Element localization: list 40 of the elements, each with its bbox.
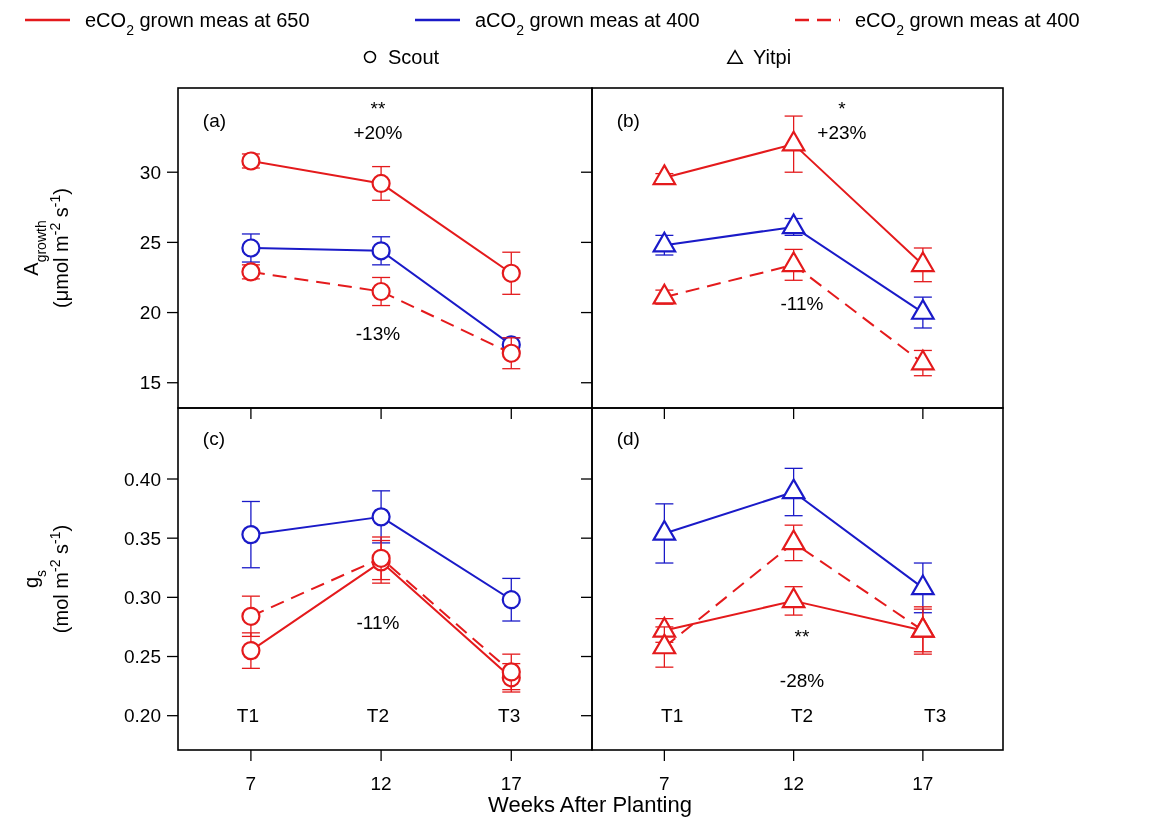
- legend-label: eCO$_{2}$ grown meas at 400: [855, 9, 1080, 38]
- annotation: -11%: [356, 611, 400, 633]
- x-tick-label: 12: [370, 773, 392, 794]
- annotation: T2: [366, 705, 390, 727]
- y-tick-label: 20: [139, 302, 161, 324]
- x-tick-label: 7: [245, 773, 257, 794]
- y-tick-label: 0.25: [124, 646, 161, 668]
- legend-title: Scout: [388, 46, 440, 68]
- x-tick-label: 17: [500, 773, 522, 794]
- annotation: **: [370, 97, 386, 119]
- annotation: (c): [202, 428, 225, 450]
- annotation: *: [838, 97, 847, 119]
- annotation: +23%: [817, 122, 867, 144]
- annotation: -28%: [779, 669, 825, 691]
- y-tick-label: 15: [139, 372, 161, 394]
- annotation: -13%: [355, 322, 401, 344]
- y-tick-label: 0.35: [124, 527, 161, 549]
- annotation: -11%: [780, 292, 824, 314]
- annotation: +20%: [353, 122, 403, 144]
- annotation: **: [794, 625, 811, 647]
- x-tick-label: 17: [912, 773, 934, 794]
- annotation: T3: [498, 705, 521, 727]
- y-tick-label: 30: [139, 161, 161, 183]
- annotation: T1: [236, 705, 260, 727]
- annotation: T3: [924, 705, 947, 727]
- x-tick-label: 12: [783, 773, 805, 794]
- y-tick-label: 0.20: [124, 705, 161, 727]
- legend-label: aCO$_{2}$ grown meas at 400: [475, 9, 700, 38]
- y-tick-label: 0.30: [124, 586, 161, 608]
- x-axis-title: Weeks After Planting: [488, 792, 692, 817]
- legend-label: eCO$_{2}$ grown meas at 650: [85, 9, 310, 38]
- annotation: (d): [616, 428, 640, 450]
- legend-title: Yitpi: [753, 46, 792, 68]
- y-tick-label: 0.40: [124, 468, 161, 490]
- annotation: T1: [661, 705, 684, 727]
- annotation: (b): [616, 109, 640, 131]
- y-tick-label: 25: [139, 232, 161, 254]
- annotation: T2: [790, 705, 814, 727]
- annotation: (a): [202, 109, 227, 131]
- x-tick-label: 7: [659, 773, 670, 794]
